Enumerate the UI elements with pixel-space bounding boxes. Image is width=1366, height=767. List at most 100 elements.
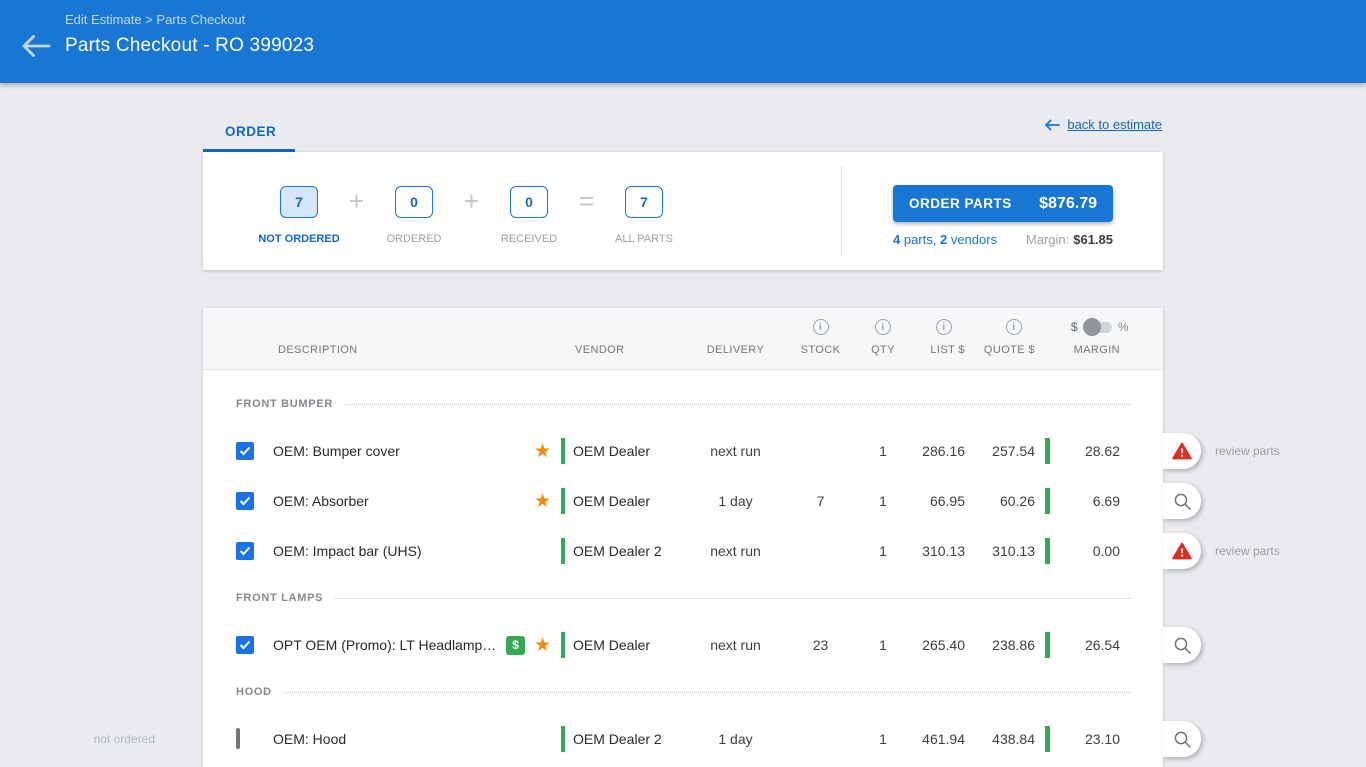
search-icon bbox=[1174, 493, 1191, 510]
order-summary-card: 7 NOT ORDERED + 0 ORDERED + 0 RECEIVED =… bbox=[203, 152, 1163, 270]
quote-status-bar bbox=[1045, 488, 1050, 514]
table-row: OEM: Bumper cover ★ OEM Dealer next run 1… bbox=[203, 426, 1280, 476]
quote-status-bar bbox=[1045, 538, 1050, 564]
list-price: 286.16 bbox=[922, 443, 965, 459]
row-checkbox[interactable] bbox=[236, 636, 254, 654]
part-description: OEM: Hood bbox=[273, 731, 347, 747]
search-alternates-button[interactable] bbox=[1163, 627, 1201, 663]
margin-value: 26.54 bbox=[1084, 637, 1120, 653]
plus-operator: + bbox=[348, 186, 365, 216]
margin-unit-toggle[interactable]: $ % bbox=[1070, 318, 1129, 336]
delivery-value: next run bbox=[710, 637, 761, 653]
vendor-name[interactable]: OEM Dealer 2 bbox=[573, 731, 662, 747]
info-icon[interactable]: i bbox=[875, 319, 891, 335]
tab-active-underline bbox=[203, 149, 295, 152]
search-alternates-button[interactable] bbox=[1163, 483, 1201, 519]
row-checkbox[interactable] bbox=[236, 542, 254, 560]
search-alternates-button[interactable] bbox=[1163, 721, 1201, 757]
table-row: OEM: Absorber ★ OEM Dealer 1 day 7 1 66.9… bbox=[203, 476, 1201, 526]
list-price: 461.94 bbox=[922, 731, 965, 747]
quote-price: 310.13 bbox=[992, 543, 1035, 559]
vendor-name[interactable]: OEM Dealer bbox=[573, 443, 651, 459]
counter-ordered[interactable]: 0 ORDERED bbox=[371, 186, 457, 245]
tab-strip: ORDER back to estimate bbox=[203, 83, 1163, 152]
margin-label: Margin: bbox=[1025, 232, 1070, 247]
counter-received-label: RECEIVED bbox=[500, 233, 558, 245]
promo-dollar-badge: $ bbox=[505, 635, 525, 655]
delivery-value: next run bbox=[710, 443, 761, 459]
warning-icon bbox=[1172, 542, 1192, 560]
quote-price: 60.26 bbox=[999, 493, 1035, 509]
main-content: ORDER back to estimate 7 NOT ORDERED + 0… bbox=[94, 83, 1280, 767]
margin-value: 0.00 bbox=[1092, 543, 1120, 559]
quote-price: 438.84 bbox=[992, 731, 1035, 747]
row-checkbox[interactable] bbox=[236, 492, 254, 510]
margin-total: $61.85 bbox=[1073, 232, 1113, 247]
delivery-value: 1 day bbox=[718, 731, 753, 747]
order-total-amount: $876.79 bbox=[1039, 194, 1097, 212]
vendor-status-bar bbox=[561, 538, 565, 564]
back-to-estimate-link[interactable]: back to estimate bbox=[1044, 117, 1162, 132]
vendor-name[interactable]: OEM Dealer bbox=[573, 493, 651, 509]
vendor-name[interactable]: OEM Dealer 2 bbox=[573, 543, 662, 559]
counter-not-ordered-value[interactable]: 7 bbox=[280, 186, 318, 218]
qty-value: 1 bbox=[879, 543, 887, 559]
delivery-value: next run bbox=[710, 543, 761, 559]
breadcrumb[interactable]: Edit Estimate > Parts Checkout bbox=[65, 12, 246, 27]
review-parts-button[interactable] bbox=[1163, 533, 1201, 569]
page-title: Parts Checkout - RO 399023 bbox=[65, 35, 315, 56]
table-header: DESCRIPTION VENDOR DELIVERY i STOCK i QT… bbox=[203, 308, 1163, 370]
table-row: OEM: Impact bar (UHS) OEM Dealer 2 next … bbox=[203, 526, 1280, 576]
info-icon[interactable]: i bbox=[1006, 319, 1022, 335]
margin-value: 6.69 bbox=[1092, 493, 1120, 509]
search-icon bbox=[1174, 637, 1191, 654]
review-parts-button[interactable] bbox=[1163, 433, 1201, 469]
quote-price: 257.54 bbox=[992, 443, 1035, 459]
counter-received-value[interactable]: 0 bbox=[510, 186, 548, 218]
part-description: OEM: Absorber bbox=[273, 493, 369, 509]
counter-all-parts[interactable]: 7 ALL PARTS bbox=[601, 186, 687, 245]
quote-status-bar bbox=[1045, 438, 1050, 464]
counter-received[interactable]: 0 RECEIVED bbox=[486, 186, 572, 245]
dollar-symbol: $ bbox=[1070, 320, 1078, 334]
summary-divider bbox=[841, 166, 842, 256]
order-parts-button[interactable]: ORDER PARTS $876.79 bbox=[893, 185, 1113, 222]
arrow-left-icon bbox=[1045, 119, 1061, 130]
toggle-knob[interactable] bbox=[1082, 318, 1101, 336]
stock-value: 7 bbox=[816, 493, 825, 509]
selection-summary[interactable]: 4 parts, 2 vendors bbox=[893, 232, 998, 247]
section-divider-dots bbox=[345, 403, 1131, 405]
info-icon[interactable]: i bbox=[812, 319, 829, 335]
counter-all-parts-label: ALL PARTS bbox=[615, 233, 673, 245]
vendor-name[interactable]: OEM Dealer bbox=[573, 637, 651, 653]
back-arrow-icon[interactable] bbox=[21, 33, 51, 59]
toggle-track[interactable] bbox=[1082, 318, 1112, 336]
info-icon[interactable]: i bbox=[936, 319, 952, 335]
margin-value: 23.10 bbox=[1084, 731, 1120, 747]
row-checkbox[interactable] bbox=[236, 442, 254, 460]
qty-value: 1 bbox=[879, 731, 887, 747]
stock-value: 23 bbox=[812, 637, 829, 653]
row-checkbox[interactable] bbox=[236, 728, 240, 749]
counter-ordered-value[interactable]: 0 bbox=[395, 186, 433, 218]
col-vendor: VENDOR bbox=[575, 344, 625, 356]
quote-status-bar bbox=[1045, 726, 1050, 752]
tab-order[interactable]: ORDER bbox=[225, 124, 277, 139]
table-row: OPT OEM (Promo): LT Headlamp… $ ★ OEM Deal… bbox=[203, 620, 1201, 670]
counter-all-parts-value[interactable]: 7 bbox=[625, 186, 663, 218]
col-margin: $ % MARGIN bbox=[1070, 318, 1129, 356]
counter-ordered-label: ORDERED bbox=[386, 233, 442, 245]
counter-not-ordered[interactable]: 7 NOT ORDERED bbox=[256, 186, 342, 245]
review-parts-label: review parts bbox=[1215, 544, 1280, 558]
warning-icon bbox=[1172, 442, 1192, 460]
qty-value: 1 bbox=[879, 443, 887, 459]
quote-price: 238.86 bbox=[992, 637, 1035, 653]
col-quote: i QUOTE $ bbox=[965, 308, 1035, 370]
order-parts-label: ORDER PARTS bbox=[909, 196, 1012, 211]
delivery-value: 1 day bbox=[718, 493, 753, 509]
plus-operator: + bbox=[463, 186, 480, 216]
col-delivery: DELIVERY bbox=[706, 344, 765, 356]
app-header: Edit Estimate > Parts Checkout Parts Che… bbox=[0, 0, 1366, 83]
section-divider-dots bbox=[335, 597, 1131, 599]
col-qty: i QTY bbox=[863, 308, 903, 370]
